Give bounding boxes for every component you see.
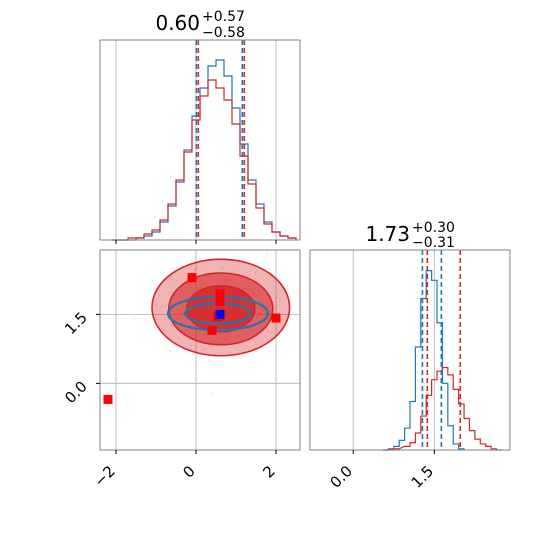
- sample-point: [275, 296, 278, 299]
- sample-point: [269, 268, 271, 271]
- sample-point: [200, 349, 203, 352]
- sample-point: [189, 343, 192, 345]
- axes-frame: [99, 249, 301, 451]
- sample-point: [133, 317, 135, 319]
- histogram-param1-panel: 0.0 1.5 1.73 +0.30 −0.31: [309, 220, 511, 492]
- sample-point: [210, 392, 213, 395]
- sample-point: [169, 284, 172, 286]
- sample-point: [272, 280, 275, 283]
- x-tick-label: −2: [90, 462, 118, 490]
- panel-title-value: 1.73: [365, 222, 410, 246]
- sample-point: [171, 291, 173, 294]
- quantile-lines: [195, 40, 246, 240]
- sample-point: [204, 348, 207, 350]
- sample-point: [157, 294, 160, 297]
- sample-point: [170, 350, 172, 352]
- hist-step-series-1: [112, 79, 297, 241]
- sample-point: [161, 305, 163, 308]
- red-marker-3: [215, 296, 225, 306]
- grid: [352, 250, 435, 450]
- blue-marker-0: [215, 309, 225, 319]
- sample-point: [180, 276, 183, 279]
- sample-point: [222, 268, 224, 271]
- axes-frame: [309, 249, 511, 451]
- sample-point: [156, 318, 158, 320]
- sample-point: [220, 267, 223, 269]
- red-marker-4: [271, 313, 281, 323]
- sample-point: [189, 347, 191, 350]
- x-ticks: −2 0 2: [90, 450, 279, 490]
- sample-point: [155, 304, 158, 306]
- sample-point: [169, 276, 171, 278]
- histogram-param0-panel: 0.60 +0.57 −0.58: [99, 9, 301, 244]
- quantile-lines: [421, 250, 462, 450]
- sample-point: [266, 252, 268, 254]
- sample-point: [266, 346, 268, 349]
- sample-point: [267, 330, 270, 333]
- hist-step-series-0: [112, 59, 297, 241]
- sample-point: [170, 324, 173, 327]
- x-tick-label: 0.0: [326, 462, 356, 492]
- sample-point: [231, 345, 233, 347]
- x-ticks: [115, 240, 277, 244]
- sample-point: [275, 305, 278, 307]
- sample-point: [208, 359, 211, 362]
- joint-contour-panel: −2 0 2 0.0 1.5: [61, 249, 321, 490]
- sample-point: [175, 280, 178, 282]
- panel-title-lower-error: −0.31: [412, 235, 455, 251]
- sample-point: [319, 308, 321, 310]
- hist-step-series-1: [382, 366, 502, 451]
- sample-point: [232, 271, 235, 273]
- y-tick-label: 1.5: [61, 308, 91, 338]
- x-tick-label: 0: [179, 462, 198, 481]
- red-marker-1: [187, 273, 197, 283]
- hist-step-series-0: [382, 270, 465, 451]
- panel-title-lower-error: −0.58: [202, 25, 245, 41]
- marker-points: [103, 273, 281, 404]
- sample-point: [190, 265, 192, 268]
- sample-point: [254, 271, 257, 274]
- panel-title-upper-error: +0.30: [412, 220, 455, 236]
- sample-point: [235, 260, 238, 263]
- x-tick-label: 1.5: [408, 462, 438, 492]
- y-ticks: 0.0 1.5: [61, 308, 100, 407]
- red-marker-2: [207, 325, 217, 335]
- sample-point: [255, 343, 258, 346]
- y-tick-label: 0.0: [61, 377, 91, 407]
- sample-point: [210, 346, 213, 348]
- x-ticks: 0.0 1.5: [326, 450, 437, 492]
- axes-frame: [99, 39, 301, 241]
- panel-title-value: 0.60: [155, 11, 200, 35]
- sample-point: [145, 313, 148, 316]
- sample-point: [193, 269, 196, 271]
- sample-point: [274, 265, 276, 267]
- hist-series: [112, 59, 297, 241]
- x-tick-label: 2: [259, 462, 278, 481]
- sample-point: [166, 278, 168, 281]
- red-marker-0: [103, 394, 113, 404]
- panel-title-upper-error: +0.57: [202, 9, 245, 25]
- sample-point: [93, 284, 95, 286]
- sample-point: [252, 338, 255, 341]
- hist-series: [382, 270, 502, 451]
- red-marker-5: [215, 289, 225, 299]
- sample-point: [279, 298, 281, 300]
